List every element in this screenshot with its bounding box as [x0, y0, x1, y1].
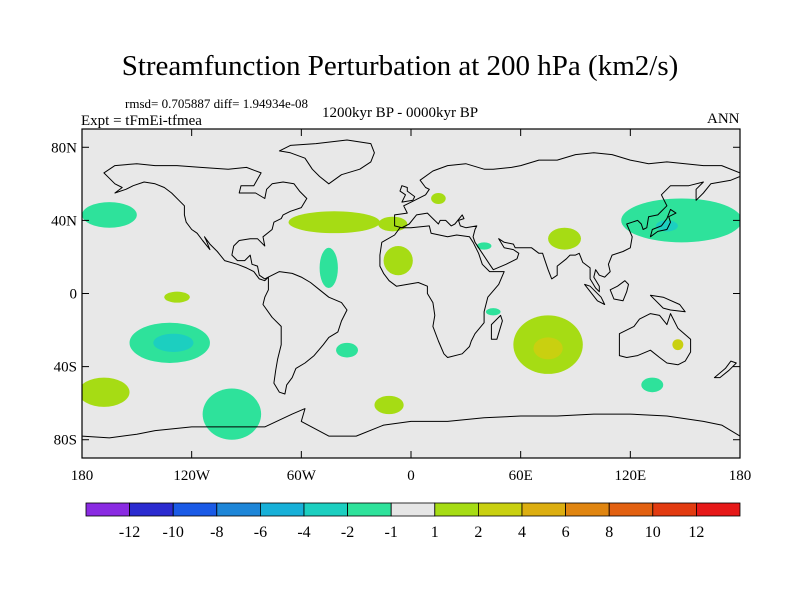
colorbar-swatch — [129, 502, 174, 517]
anomaly-n-atlantic — [288, 211, 380, 234]
coastline-new-zealand — [713, 360, 737, 379]
anomaly-n-pacific-east — [82, 202, 137, 228]
colorbar-label: -2 — [341, 524, 354, 541]
coastline-japan — [649, 208, 677, 238]
anomaly-east-pacific-eq — [164, 291, 190, 303]
coastline-new-guinea — [649, 294, 686, 313]
colorbar-label: 10 — [645, 524, 661, 541]
x-tick-label: 120E — [614, 468, 646, 484]
coastline-great-britain — [399, 185, 416, 203]
x-tick-label: 60W — [287, 468, 317, 484]
anomaly-south-atlantic — [336, 342, 358, 358]
colorbar-label: -6 — [254, 524, 267, 541]
anomaly-europe — [431, 192, 446, 204]
anomaly-nw-pacific — [621, 198, 740, 243]
colorbar-swatch — [608, 502, 654, 517]
coastline-greenland — [278, 139, 375, 185]
anomaly-mediterranean-east — [476, 242, 492, 250]
colorbar-label: -1 — [385, 524, 398, 541]
colorbar-swatch — [216, 502, 261, 517]
y-tick-label: 80N — [51, 140, 77, 156]
x-tick-label: 60E — [509, 468, 533, 484]
colorbar-label: -10 — [163, 524, 184, 541]
anomaly-japan-core — [655, 220, 678, 232]
colorbar-swatch — [85, 502, 130, 517]
anomaly-australia-east — [672, 339, 684, 351]
y-tick-label: 80S — [54, 433, 77, 449]
season-label: ANN — [707, 111, 740, 127]
anomaly-sahel — [383, 245, 413, 276]
anomaly-s-pacific-high-lat — [202, 388, 262, 440]
anomaly-madagascar — [485, 308, 501, 316]
colorbar-label: -4 — [297, 524, 310, 541]
colorbar-swatch — [390, 502, 436, 517]
colorbar-label: 6 — [562, 524, 570, 541]
colorbar-swatch — [652, 502, 697, 517]
coastline-madagascar — [490, 314, 503, 340]
anomaly-tropical-atlantic — [319, 247, 338, 289]
colorbar-label: -8 — [210, 524, 223, 541]
colorbar-swatch — [477, 502, 523, 517]
colorbar-label: 2 — [474, 524, 482, 541]
experiment-label: Expt = tFmEi-tfmea — [81, 113, 202, 129]
colorbar-swatch — [565, 502, 610, 517]
coastline-antarctica — [82, 408, 740, 439]
chart-title: Streamfunction Perturbation at 200 hPa (… — [121, 50, 679, 82]
colorbar-label: 4 — [518, 524, 526, 541]
anomaly-tasman — [641, 377, 664, 393]
stats-subtitle: rmsd= 0.705887 diff= 1.94934e-08 — [125, 96, 309, 111]
colorbar-label: 1 — [431, 524, 439, 541]
anomaly-n-atlantic-east — [378, 216, 408, 232]
x-tick-label: 180 — [71, 468, 94, 484]
colorbar-swatch — [259, 502, 305, 517]
colorbar-label: 12 — [688, 524, 704, 541]
period-label: 1200kyr BP - 0000kyr BP — [321, 105, 479, 121]
y-tick-label: 40S — [54, 360, 77, 376]
colorbar-swatch — [347, 502, 392, 517]
coastline-north-america — [103, 163, 308, 282]
coastline-borneo — [609, 280, 629, 302]
anomaly-s-atlantic-high-lat — [374, 395, 404, 415]
coastline-eurasia — [394, 152, 740, 293]
anomaly-s-pacific-west — [82, 377, 130, 407]
x-tick-label: 0 — [407, 468, 415, 484]
map-background — [82, 129, 740, 458]
coastline-south-america — [262, 271, 348, 395]
colorbar-swatch — [303, 502, 348, 517]
coastline-australia — [618, 313, 692, 366]
colorbar-swatch — [172, 502, 218, 517]
y-tick-label: 40N — [51, 213, 77, 229]
colorbar-label: 8 — [605, 524, 613, 541]
x-tick-label: 120W — [173, 468, 211, 484]
colorbar-swatch — [521, 502, 566, 517]
colorbar-swatch — [434, 502, 479, 517]
y-tick-label: 0 — [70, 287, 78, 303]
anomaly-central-asia — [548, 227, 581, 250]
x-tick-label: 180 — [729, 468, 752, 484]
coastline-sumatra — [584, 283, 606, 305]
anomaly-indian-ocean-core — [533, 337, 563, 360]
colorbar-swatch — [696, 502, 741, 517]
coastline-africa — [379, 225, 505, 358]
colorbar-label: -12 — [119, 524, 140, 541]
anomaly-s-pacific-core — [153, 333, 194, 352]
